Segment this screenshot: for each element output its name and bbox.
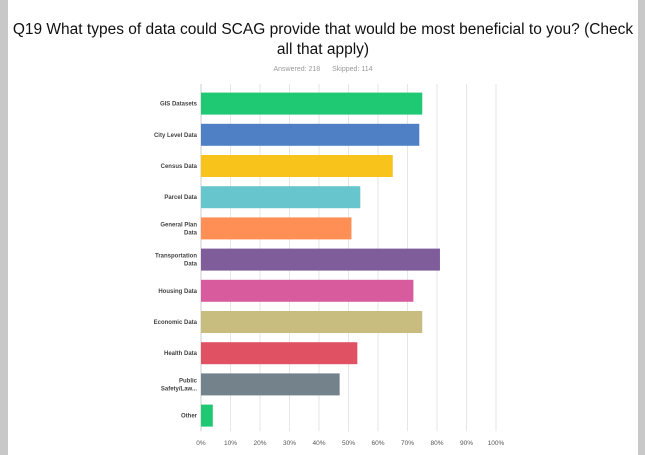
- category-label: Public: [179, 378, 198, 384]
- x-tick-label: 60%: [371, 440, 384, 447]
- x-tick-label: 30%: [283, 440, 296, 447]
- x-tick-label: 50%: [342, 440, 355, 447]
- bar: [201, 155, 393, 177]
- category-label: Data: [184, 262, 198, 268]
- bar: [201, 342, 358, 365]
- bar: [201, 92, 423, 115]
- category-labels: GIS Datasets City Level Data Census Data Pa…: [154, 102, 198, 420]
- category-label: Data: [184, 230, 198, 236]
- x-axis-ticks: 0% 10% 20% 30% 40% 50% 60% 70% 80% 90% 100%: [196, 440, 504, 447]
- answered-count: Answered: 218: [273, 66, 321, 73]
- bar: [201, 186, 361, 209]
- x-tick-label: 10%: [224, 440, 237, 447]
- category-label: GIS Datasets: [160, 102, 198, 108]
- x-tick-label: 100%: [488, 440, 505, 447]
- x-tick-label: 80%: [430, 440, 443, 447]
- bar: [201, 123, 420, 146]
- x-tick-label: 70%: [401, 440, 414, 447]
- bar: [201, 311, 423, 333]
- category-label: General Plan: [160, 222, 197, 228]
- x-tick-label: 40%: [312, 440, 325, 447]
- bar: [201, 217, 352, 240]
- bar-chart: GIS Datasets City Level Data Census Data Pa…: [154, 84, 505, 447]
- response-stats: Answered: 218 Skipped: 114: [8, 66, 638, 73]
- category-label: Parcel Data: [164, 195, 197, 201]
- bar: [201, 279, 414, 302]
- category-label: Safety/Law...: [161, 386, 197, 392]
- question-title: Q19 What types of data could SCAG provid…: [12, 21, 634, 58]
- category-label: Transportation: [155, 254, 197, 260]
- x-tick-label: 0%: [196, 440, 206, 447]
- chart-card: Q19 What types of data could SCAG provid…: [8, 0, 638, 455]
- category-label: Census Data: [161, 164, 198, 170]
- category-label: Health Data: [164, 351, 198, 357]
- category-label: Economic Data: [154, 320, 198, 326]
- category-label: Other: [181, 414, 198, 420]
- x-tick-label: 90%: [460, 440, 473, 447]
- bar: [201, 404, 213, 427]
- bar: [201, 373, 340, 396]
- category-label: City Level Data: [154, 133, 198, 139]
- bars: [201, 92, 440, 427]
- category-label: Housing Data: [158, 289, 197, 295]
- x-tick-label: 20%: [253, 440, 266, 447]
- bar: [201, 248, 440, 271]
- skipped-count: Skipped: 114: [332, 66, 373, 73]
